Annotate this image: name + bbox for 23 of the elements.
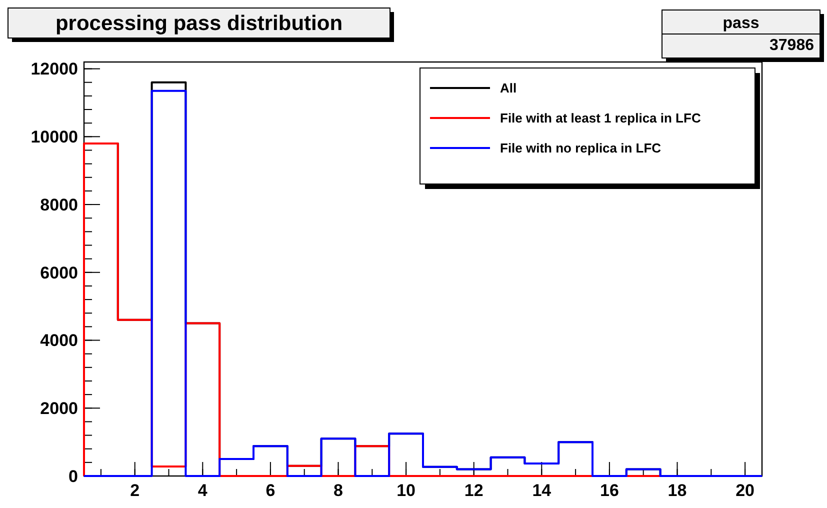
legend-label: File with at least 1 replica in LFC <box>500 110 702 126</box>
x-tick-label: 12 <box>464 481 484 500</box>
x-tick-label: 8 <box>334 481 343 500</box>
x-tick-label: 4 <box>198 481 208 500</box>
x-tick-label: 10 <box>396 481 416 500</box>
text: pass <box>722 15 760 32</box>
x-tick-label: 14 <box>532 481 552 500</box>
y-tick-label: 8000 <box>40 195 78 214</box>
y-tick-label: 10000 <box>30 128 78 147</box>
legend-label: File with no replica in LFC <box>500 140 662 156</box>
x-tick-label: 18 <box>668 481 687 500</box>
x-tick-label: 6 <box>266 481 276 500</box>
legend-label: All <box>500 80 517 96</box>
text: 37986 <box>770 37 814 54</box>
y-tick-label: 0 <box>68 466 78 486</box>
chart-title: processing pass distribution <box>55 12 343 35</box>
x-tick-label: 20 <box>736 481 755 500</box>
x-tick-label: 16 <box>600 481 619 500</box>
x-tick-label: 2 <box>130 481 140 500</box>
y-tick-label: 6000 <box>40 263 78 282</box>
y-tick-label: 2000 <box>40 399 78 418</box>
y-tick-label: 4000 <box>40 331 78 350</box>
y-tick-label: 12000 <box>30 60 78 79</box>
